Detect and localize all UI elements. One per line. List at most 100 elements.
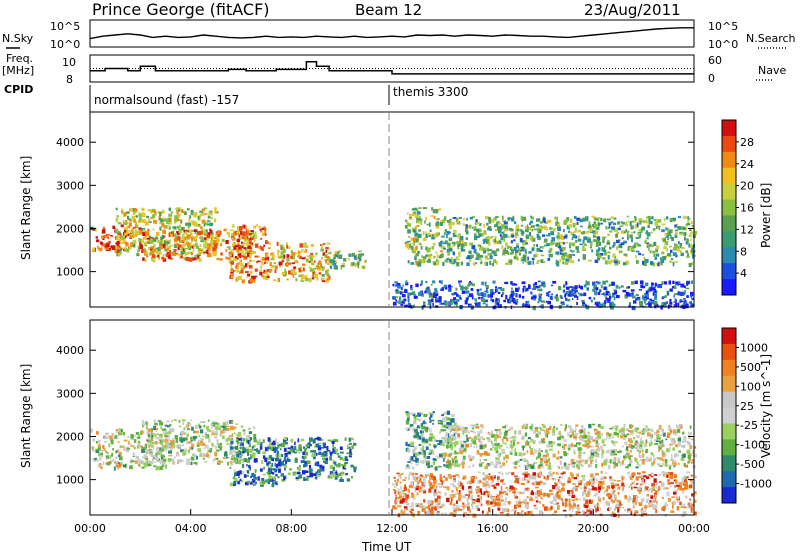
heatmap-cell <box>131 241 134 245</box>
heatmap-cell <box>308 261 312 263</box>
heatmap-cell <box>480 292 484 296</box>
heatmap-cell <box>321 244 323 249</box>
heatmap-cell <box>265 256 270 261</box>
heatmap-cell <box>669 472 674 476</box>
heatmap-cell <box>423 505 428 508</box>
heatmap-cell <box>435 296 437 299</box>
heatmap-cell <box>115 429 119 431</box>
heatmap-cell <box>555 297 559 302</box>
heatmap-cell <box>609 427 613 430</box>
colorbar-tick-label: 24 <box>740 158 754 171</box>
heatmap-cell <box>185 222 189 226</box>
heatmap-cell <box>183 236 187 240</box>
heatmap-cell <box>579 431 582 434</box>
heatmap-cell <box>689 425 692 429</box>
heatmap-cell <box>145 443 147 449</box>
heatmap-cell <box>136 436 141 439</box>
heatmap-cell <box>149 439 152 443</box>
heatmap-cell <box>513 283 518 286</box>
heatmap-cell <box>468 465 471 469</box>
heatmap-cell <box>506 460 508 463</box>
heatmap-cell <box>627 452 630 457</box>
heatmap-cell <box>199 252 202 255</box>
heatmap-cell <box>234 426 237 429</box>
heatmap-cell <box>597 255 602 259</box>
heatmap-cell <box>481 453 485 456</box>
heatmap-cell <box>116 240 120 244</box>
heatmap-cell <box>666 432 671 435</box>
colorbar-swatch <box>722 215 736 232</box>
heatmap-cell <box>293 266 297 269</box>
heatmap-cell <box>473 236 478 241</box>
heatmap-cell <box>395 301 398 303</box>
heatmap-cell <box>455 287 458 291</box>
heatmap-cell <box>311 255 315 258</box>
heatmap-cell <box>426 456 431 459</box>
heatmap-cell <box>449 418 452 423</box>
heatmap-cell <box>278 468 281 473</box>
heatmap-cell <box>350 476 353 479</box>
heatmap-cell <box>290 269 294 274</box>
heatmap-cell <box>148 449 153 452</box>
heatmap-cell <box>317 437 322 441</box>
heatmap-cell <box>243 265 247 268</box>
heatmap-cell <box>559 294 563 299</box>
heatmap-cell <box>546 453 549 457</box>
heatmap-cell <box>259 442 263 447</box>
heatmap-cell <box>120 224 124 228</box>
heatmap-cell <box>302 451 306 456</box>
heatmap-cell <box>652 461 656 465</box>
heatmap-cell <box>587 438 590 443</box>
heatmap-cell <box>228 260 231 263</box>
heatmap-cell <box>533 254 538 258</box>
heatmap-cell <box>502 291 505 296</box>
heatmap-cell <box>526 501 529 507</box>
heatmap-cell <box>586 446 590 450</box>
heatmap-cell <box>668 446 671 451</box>
heatmap-cell <box>657 219 662 223</box>
heatmap-cell <box>671 454 673 459</box>
heatmap-cell <box>529 450 534 455</box>
heatmap-cell <box>515 228 520 232</box>
heatmap-cell <box>483 230 487 235</box>
heatmap-cell <box>559 476 561 479</box>
heatmap-cell <box>447 433 450 438</box>
heatmap-cell <box>420 485 424 489</box>
heatmap-cell <box>247 245 251 249</box>
heatmap-cell <box>432 458 437 461</box>
heatmap-cell <box>107 233 111 236</box>
heatmap-cell <box>503 237 506 242</box>
heatmap-cell <box>601 454 603 459</box>
heatmap-cell <box>265 275 270 278</box>
heatmap-cell <box>191 446 194 450</box>
heatmap-cell <box>586 236 591 240</box>
heatmap-cell <box>401 294 406 298</box>
heatmap-cell <box>627 247 630 251</box>
heatmap-cell <box>233 246 237 250</box>
heatmap-cell <box>126 447 130 450</box>
heatmap-cell <box>146 450 150 454</box>
heatmap-cell <box>440 250 444 253</box>
heatmap-cell <box>622 437 627 440</box>
heatmap-cell <box>650 286 654 291</box>
heatmap-cell <box>498 304 502 309</box>
heatmap-cell <box>98 247 103 252</box>
heatmap-cell <box>162 254 165 257</box>
heatmap-cell <box>242 446 245 450</box>
heatmap-cell <box>185 229 190 233</box>
heatmap-cell <box>567 448 571 451</box>
heatmap-cell <box>606 242 611 245</box>
heatmap-cell <box>190 220 194 223</box>
heatmap-cell <box>301 257 306 260</box>
heatmap-cell <box>186 433 189 437</box>
heatmap-cell <box>330 260 335 264</box>
heatmap-cell <box>584 460 588 465</box>
heatmap-cell <box>605 438 608 441</box>
heatmap-cell <box>545 493 549 496</box>
heatmap-cell <box>559 460 562 465</box>
heatmap-cell <box>583 292 587 297</box>
heatmap-cell <box>304 470 309 473</box>
heatmap-cell <box>457 451 461 455</box>
heatmap-cell <box>683 285 686 289</box>
heatmap-cell <box>584 459 588 463</box>
